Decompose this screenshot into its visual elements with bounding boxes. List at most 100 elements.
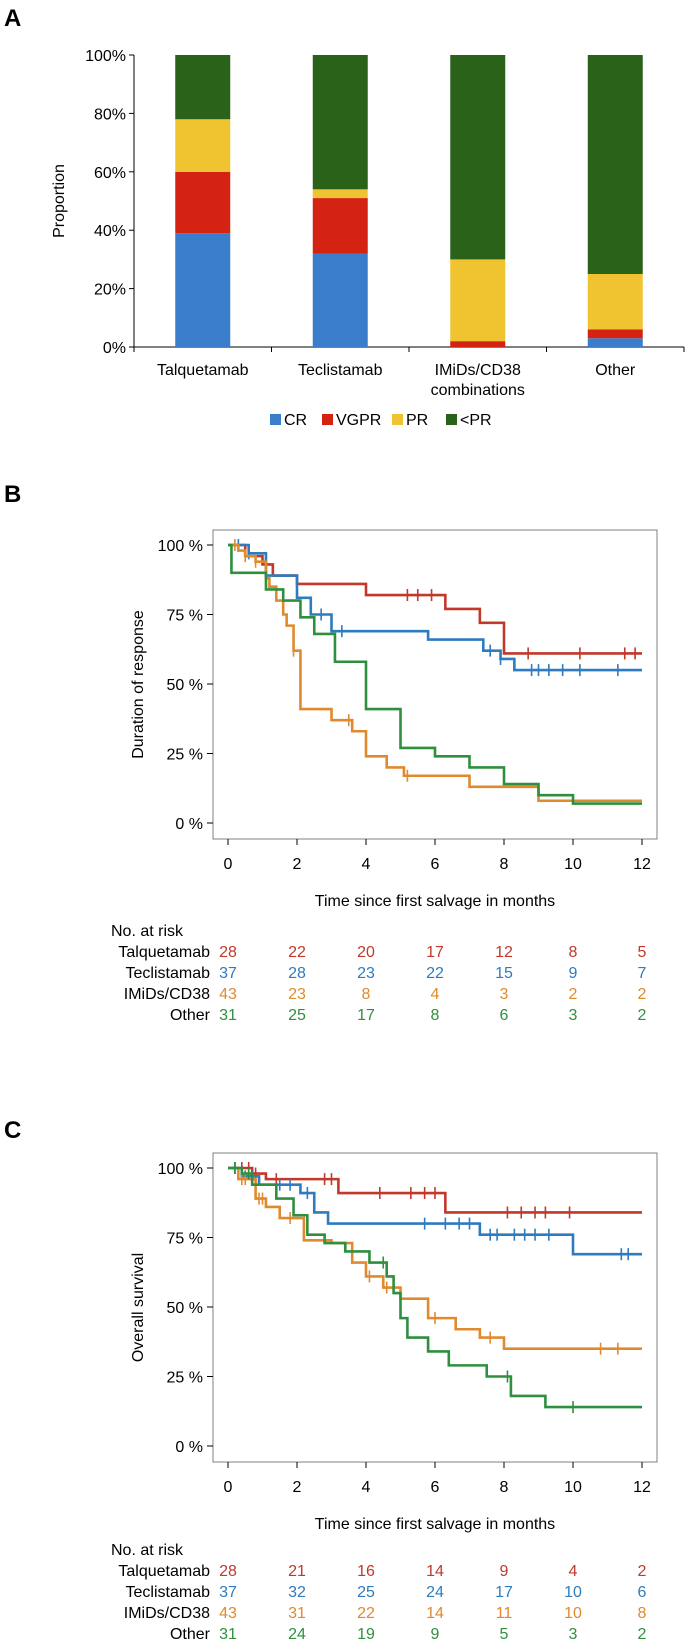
- x-tick-label: 0: [224, 856, 233, 873]
- km-curve: [228, 1166, 642, 1256]
- legend-label: CR: [284, 412, 307, 429]
- risk-count: 37: [219, 965, 237, 982]
- risk-count: 21: [288, 1563, 306, 1580]
- y-tick-label: 100 %: [158, 538, 203, 555]
- risk-count: 14: [426, 1563, 444, 1580]
- panel-label-b: B: [4, 481, 21, 508]
- x-category-label: Teclistamab: [298, 362, 383, 379]
- risk-count: 3: [569, 1007, 578, 1024]
- risk-count: 28: [219, 1563, 237, 1580]
- risk-row-label: Talquetamab: [118, 1563, 210, 1580]
- bar-segment: [587, 329, 643, 339]
- risk-count: 6: [500, 1007, 509, 1024]
- risk-count: 11: [496, 1605, 513, 1622]
- risk-count: 17: [495, 1584, 513, 1601]
- risk-count: 4: [569, 1563, 578, 1580]
- risk-count: 17: [426, 944, 444, 961]
- km-curve: [228, 543, 642, 655]
- risk-count: 22: [288, 944, 306, 961]
- y-tick-label: 80%: [94, 106, 126, 123]
- legend-swatch: [446, 414, 457, 425]
- risk-count: 12: [495, 944, 513, 961]
- legend-label: <PR: [460, 412, 492, 429]
- risk-row-label: Other: [170, 1626, 211, 1643]
- risk-count: 31: [219, 1007, 237, 1024]
- risk-count: 9: [431, 1626, 440, 1643]
- risk-count: 2: [638, 1563, 647, 1580]
- risk-count: 10: [564, 1605, 582, 1622]
- bar-segment: [175, 119, 231, 172]
- risk-row-label: Other: [170, 1007, 211, 1024]
- x-tick-label: 12: [633, 1479, 651, 1496]
- risk-row-label: Talquetamab: [118, 944, 210, 961]
- y-tick-label: 100 %: [158, 1161, 203, 1178]
- risk-count: 9: [569, 965, 578, 982]
- risk-count: 25: [288, 1007, 306, 1024]
- bar-segment: [450, 341, 506, 347]
- risk-count: 10: [564, 1584, 582, 1601]
- y-tick-label: 0 %: [175, 1439, 203, 1456]
- y-axis-label: Proportion: [51, 164, 68, 238]
- y-axis-label: Duration of response: [130, 610, 147, 759]
- y-axis-label: Overall survival: [130, 1253, 147, 1362]
- risk-count: 9: [500, 1563, 509, 1580]
- bar-segment: [312, 55, 368, 190]
- bar-segment: [312, 253, 368, 347]
- risk-count: 43: [219, 1605, 237, 1622]
- risk-count: 19: [357, 1626, 375, 1643]
- risk-count: 3: [569, 1626, 578, 1643]
- bar-segment: [312, 189, 368, 199]
- risk-row-label: IMiDs/CD38: [124, 1605, 210, 1622]
- bar-segment: [175, 171, 231, 234]
- bar-segment: [587, 274, 643, 330]
- x-category-label: combinations: [431, 382, 525, 399]
- y-tick-label: 50 %: [167, 677, 203, 694]
- risk-count: 7: [638, 965, 647, 982]
- risk-count: 6: [638, 1584, 647, 1601]
- risk-count: 8: [362, 986, 371, 1003]
- y-tick-label: 40%: [94, 223, 126, 240]
- bar-segment: [450, 55, 506, 260]
- legend-swatch: [322, 414, 333, 425]
- risk-count: 8: [569, 944, 578, 961]
- bar-segment: [450, 259, 506, 342]
- bar-segment: [312, 198, 368, 254]
- risk-count: 16: [357, 1563, 375, 1580]
- risk-count: 2: [638, 1007, 647, 1024]
- risk-count: 31: [219, 1626, 237, 1643]
- y-tick-label: 60%: [94, 165, 126, 182]
- risk-table-title: No. at risk: [111, 923, 184, 940]
- risk-count: 24: [426, 1584, 444, 1601]
- y-tick-label: 20%: [94, 282, 126, 299]
- risk-count: 32: [288, 1584, 306, 1601]
- risk-count: 37: [219, 1584, 237, 1601]
- risk-count: 14: [426, 1605, 444, 1622]
- risk-row-label: Teclistamab: [126, 965, 211, 982]
- x-tick-label: 4: [362, 1479, 371, 1496]
- risk-count: 2: [638, 986, 647, 1003]
- legend-label: VGPR: [336, 412, 381, 429]
- y-tick-label: 100%: [85, 48, 126, 65]
- risk-count: 22: [357, 1605, 375, 1622]
- x-category-label: Other: [595, 362, 636, 379]
- risk-count: 5: [638, 944, 647, 961]
- risk-count: 28: [219, 944, 237, 961]
- risk-count: 5: [500, 1626, 509, 1643]
- x-axis-label: Time since first salvage in months: [315, 893, 555, 910]
- risk-count: 23: [288, 986, 306, 1003]
- risk-table-title: No. at risk: [111, 1542, 184, 1559]
- bar-segment: [587, 55, 643, 274]
- legend-swatch: [392, 414, 403, 425]
- x-tick-label: 4: [362, 856, 371, 873]
- bar-segment: [175, 233, 231, 347]
- y-tick-label: 25 %: [167, 1370, 203, 1387]
- legend-label: PR: [406, 412, 428, 429]
- y-tick-label: 75 %: [167, 1231, 203, 1248]
- risk-count: 17: [357, 1007, 375, 1024]
- risk-count: 28: [288, 965, 306, 982]
- risk-row-label: Teclistamab: [126, 1584, 211, 1601]
- x-category-label: IMiDs/CD38: [435, 362, 521, 379]
- x-axis-label: Time since first salvage in months: [315, 1516, 555, 1533]
